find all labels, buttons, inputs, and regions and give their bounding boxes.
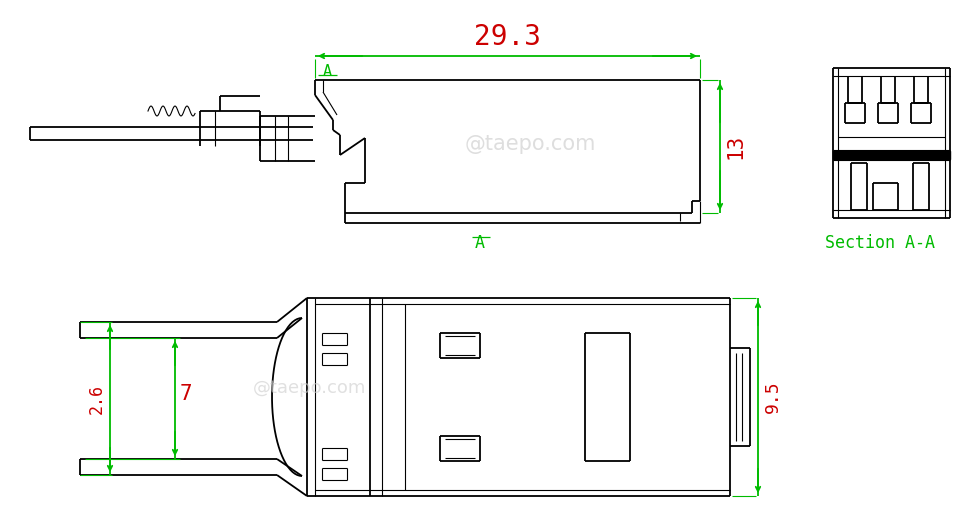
Text: 9.5: 9.5 (764, 381, 782, 413)
Text: @taepo.com: @taepo.com (253, 379, 367, 397)
Text: 13: 13 (726, 134, 746, 159)
Text: 29.3: 29.3 (474, 23, 541, 51)
Text: 7: 7 (180, 383, 193, 403)
Text: @taepo.com: @taepo.com (464, 134, 596, 154)
Text: 2.6: 2.6 (88, 383, 106, 413)
Text: A: A (475, 234, 485, 252)
Text: Section A-A: Section A-A (825, 234, 935, 252)
Text: A: A (323, 64, 331, 79)
